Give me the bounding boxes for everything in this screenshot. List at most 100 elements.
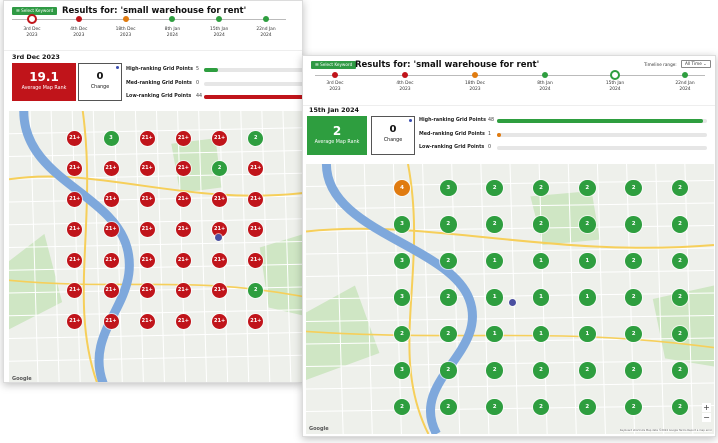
grid-rank-marker[interactable]: 21+ [103,252,119,268]
grid-rank-marker[interactable]: 2 [625,398,642,416]
grid-rank-marker[interactable]: 2 [671,179,689,197]
grid-rank-marker[interactable]: 21+ [67,222,83,237]
timeline-point[interactable] [122,16,129,22]
grid-rank-marker[interactable]: 21+ [212,283,228,298]
grid-rank-marker[interactable]: 2 [671,216,689,233]
grid-rank-marker[interactable]: 1 [532,252,550,270]
grid-rank-marker[interactable]: 2 [671,289,689,306]
grid-rank-marker[interactable]: 2 [625,179,642,197]
grid-rank-marker[interactable]: 21+ [175,313,191,329]
timeline-point[interactable] [682,72,688,78]
grid-rank-marker[interactable]: 3 [393,289,411,306]
grid-rank-marker[interactable]: 2 [393,398,411,416]
grid-rank-marker[interactable]: 21+ [67,161,83,176]
grid-rank-marker[interactable]: 2 [440,216,457,233]
grid-rank-marker[interactable]: 21+ [175,130,191,146]
grid-rank-marker[interactable]: 21+ [248,191,264,207]
grid-rank-marker[interactable]: 1 [486,325,503,343]
grid-rank-marker[interactable]: 1 [579,325,596,343]
timeline-point[interactable] [610,70,620,80]
timeline-point[interactable] [472,72,478,78]
grid-rank-marker[interactable]: 2 [625,362,642,379]
grid-rank-marker[interactable]: 21+ [212,191,228,207]
grid-rank-marker[interactable]: 21+ [212,130,228,146]
timeline-point[interactable] [542,72,548,78]
timeline-point[interactable] [169,16,176,22]
timeline-point[interactable] [402,72,408,78]
zoom-in-button[interactable]: + [702,403,711,412]
grid-rank-marker[interactable]: 21+ [103,191,119,207]
grid-rank-marker[interactable]: 2 [486,179,503,197]
timeline-point[interactable] [27,14,37,24]
grid-rank-marker[interactable]: 21+ [67,252,83,268]
grid-rank-marker[interactable]: 21+ [175,252,191,268]
grid-rank-marker[interactable]: 21+ [175,191,191,207]
select-keyword-button[interactable]: ☰ Select Keyword [311,61,357,69]
grid-rank-marker[interactable]: 3 [393,216,411,233]
grid-rank-marker[interactable]: 2 [486,216,503,233]
select-keyword-button[interactable]: ☰ Select Keyword [12,7,58,15]
grid-rank-marker[interactable]: 1 [486,289,503,306]
grid-rank-marker[interactable]: 21+ [67,283,83,298]
grid-rank-marker[interactable]: 2 [579,398,596,416]
grid-rank-marker[interactable]: 2 [671,325,689,343]
grid-rank-marker[interactable]: 21+ [212,222,228,237]
grid-rank-marker[interactable]: 2 [532,398,550,416]
timeline-point[interactable] [75,16,82,22]
grid-rank-marker[interactable]: 2 [625,325,642,343]
grid-rank-marker[interactable]: 21+ [139,252,155,268]
grid-rank-marker[interactable]: 2 [671,362,689,379]
grid-rank-marker[interactable]: 21+ [103,161,119,176]
timeline-point[interactable] [263,16,269,22]
grid-rank-marker[interactable]: 1 [532,325,550,343]
grid-rank-marker[interactable]: 1 [486,252,503,270]
grid-rank-marker[interactable]: 21+ [67,130,83,146]
grid-rank-marker[interactable]: 2 [440,252,457,270]
zoom-out-button[interactable]: − [702,413,711,422]
grid-rank-marker[interactable]: 4 [393,179,411,197]
grid-rank-marker[interactable]: 21+ [103,313,119,329]
grid-rank-marker[interactable]: 1 [579,252,596,270]
grid-rank-marker[interactable]: 1 [532,289,550,306]
grid-rank-marker[interactable]: 2 [625,289,642,306]
grid-rank-marker[interactable]: 21+ [139,161,155,176]
grid-rank-marker[interactable]: 2 [212,161,228,176]
grid-rank-marker[interactable]: 2 [532,179,550,197]
grid-rank-marker[interactable]: 3 [393,362,411,379]
grid-rank-marker[interactable]: 2 [579,216,596,233]
grid-rank-marker[interactable]: 21+ [139,283,155,298]
grid-rank-marker[interactable]: 2 [625,252,642,270]
grid-rank-marker[interactable]: 2 [440,289,457,306]
map[interactable]: 21+ 3 21+ 21+ 21+ 2 21+ 21+ 21+ 21+ 2 21+ 21+ 21+ 21+ 2… [9,111,302,382]
grid-rank-marker[interactable]: 21+ [248,313,264,329]
grid-rank-marker[interactable]: 3 [440,179,457,197]
grid-rank-marker[interactable]: 2 [579,179,596,197]
grid-rank-marker[interactable]: 2 [671,398,689,416]
grid-rank-marker[interactable]: 2 [486,398,503,416]
grid-rank-marker[interactable]: 2 [671,252,689,270]
grid-rank-marker[interactable]: 21+ [139,191,155,207]
grid-rank-marker[interactable]: 2 [579,362,596,379]
grid-rank-marker[interactable]: 2 [440,362,457,379]
grid-rank-marker[interactable]: 2 [440,325,457,343]
grid-rank-marker[interactable]: 21+ [67,313,83,329]
grid-rank-marker[interactable]: 21+ [248,161,264,176]
map[interactable]: 4 3 2 2 2 2 2 3 2 2 2 2 2 2 3 2 1 1 1 2 2 3 2 1 1 1 2 2 2 2 1 1 1 2 2 3 2 2 2 2… [306,164,714,434]
grid-rank-marker[interactable]: 2 [393,325,411,343]
grid-rank-marker[interactable]: 21+ [212,252,228,268]
grid-rank-marker[interactable]: 3 [103,130,119,146]
grid-rank-marker[interactable]: 21+ [248,222,264,237]
grid-rank-marker[interactable]: 21+ [139,313,155,329]
grid-rank-marker[interactable]: 21+ [67,191,83,207]
grid-rank-marker[interactable]: 2 [625,216,642,233]
grid-rank-marker[interactable]: 2 [486,362,503,379]
grid-rank-marker[interactable]: 21+ [175,222,191,237]
grid-rank-marker[interactable]: 21+ [175,283,191,298]
grid-rank-marker[interactable]: 1 [579,289,596,306]
grid-rank-marker[interactable]: 2 [248,283,264,298]
grid-rank-marker[interactable]: 21+ [212,313,228,329]
grid-rank-marker[interactable]: 2 [248,130,264,146]
grid-rank-marker[interactable]: 2 [532,216,550,233]
timeline-point[interactable] [332,72,338,78]
grid-rank-marker[interactable]: 21+ [175,161,191,176]
